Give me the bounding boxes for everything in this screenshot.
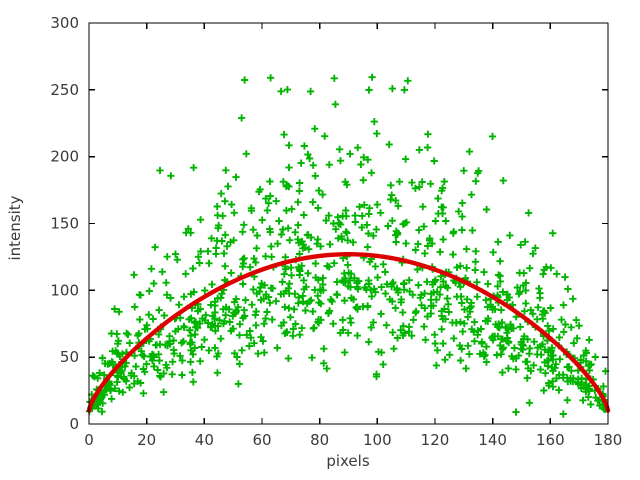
y-tick-label: 150 [50,215,79,233]
x-tick-label: 60 [252,431,271,449]
y-tick-label: 0 [69,415,79,433]
y-axis-tick-labels: 0 50 100 150 200 250 300 [50,14,79,433]
fit-curve [86,252,611,413]
x-tick-label: 100 [363,431,392,449]
x-tick-label: 180 [594,431,623,449]
x-tick-label: 20 [137,431,156,449]
y-axis-title: intensity [6,195,24,260]
y-tick-label: 300 [50,14,79,32]
x-tick-label: 140 [478,431,507,449]
x-tick-label: 80 [310,431,329,449]
x-tick-label: 160 [536,431,565,449]
x-tick-label: 120 [421,431,450,449]
y-tick-label: 50 [60,348,79,366]
y-tick-label: 250 [50,81,79,99]
x-axis-tick-labels: 0 20 40 60 80 100 120 140 160 180 [84,431,622,449]
x-tick-label: 40 [195,431,214,449]
x-axis-title: pixels [326,452,370,470]
y-tick-label: 100 [50,281,79,299]
y-tick-label: 200 [50,148,79,166]
plot-frame [88,22,609,425]
x-tick-label: 0 [84,431,94,449]
